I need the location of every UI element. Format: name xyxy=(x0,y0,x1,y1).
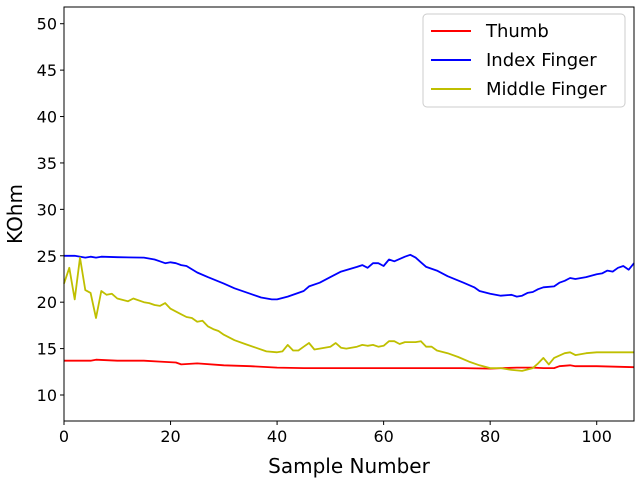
y-tick-label: 20 xyxy=(37,293,57,312)
legend-label: Middle Finger xyxy=(486,79,607,100)
tick-layer: 0 20 40 60 80 100 10 15 20 25 30 35 40 45 50 xyxy=(37,15,612,446)
series-line-thumb xyxy=(64,358,635,370)
y-tick-label: 30 xyxy=(37,200,57,219)
y-tick-label: 50 xyxy=(37,15,57,34)
series-line-index-finger xyxy=(64,253,635,301)
legend-box xyxy=(422,13,626,108)
series-line-middle-finger xyxy=(63,256,634,372)
series-layer xyxy=(63,253,635,372)
y-tick-label: 45 xyxy=(37,61,57,80)
x-tick-label: 80 xyxy=(480,427,500,446)
y-tick-label: 40 xyxy=(37,108,57,127)
y-tick-label: 15 xyxy=(37,340,57,359)
x-tick-label: 40 xyxy=(267,427,287,446)
legend-label: Index Finger xyxy=(486,50,597,71)
y-axis-label: KOhm xyxy=(3,184,27,244)
x-tick-label: 100 xyxy=(581,427,612,446)
legend-label: Thumb xyxy=(485,21,549,42)
x-tick-label: 20 xyxy=(160,427,180,446)
x-tick-label: 60 xyxy=(373,427,393,446)
x-tick-label: 0 xyxy=(59,427,69,446)
x-axis-label: Sample Number xyxy=(268,454,430,478)
y-tick-label: 10 xyxy=(37,386,57,405)
y-tick-label: 35 xyxy=(37,154,57,173)
y-tick-label: 25 xyxy=(37,247,57,266)
legend: Thumb Index Finger Middle Finger xyxy=(422,13,626,108)
plot-frame xyxy=(63,6,635,422)
